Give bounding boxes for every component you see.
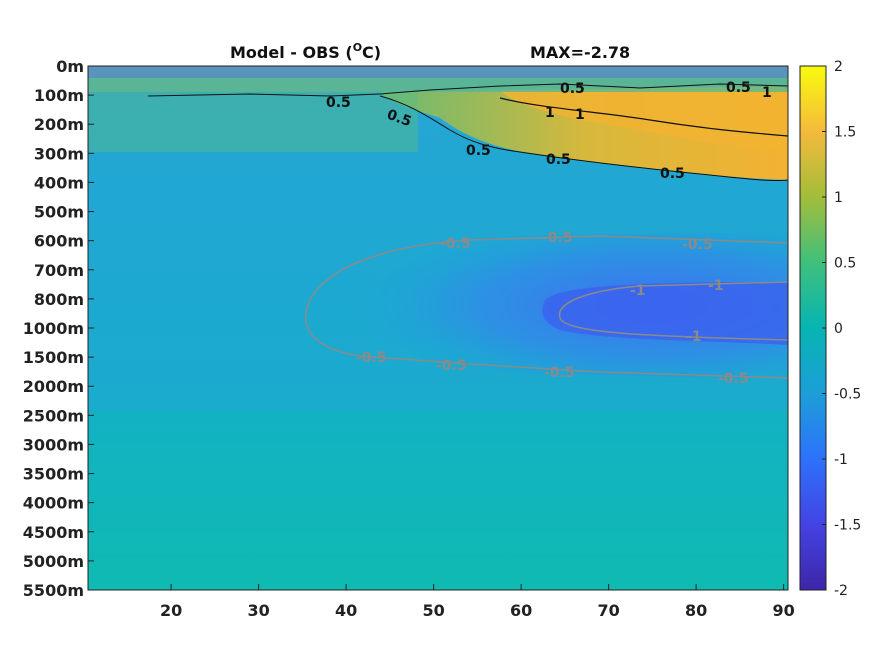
heatmap-upper-green: [88, 92, 418, 152]
x-tick-label: 60: [510, 601, 532, 620]
contour-label: 0.5: [726, 80, 751, 96]
colorbar-tick-label: 1.5: [834, 125, 856, 141]
chart-title-end: C): [362, 43, 381, 62]
colorbar-tick-label: 0: [834, 321, 843, 337]
colorbar-tick-label: -2: [834, 583, 848, 599]
contour-labels: 0.5 0.5 0.5 0.5 0.5 0.5 0.5 1 1 1 -0.5 -…: [326, 80, 772, 387]
contour-label: 0.5: [466, 143, 491, 159]
contour-label: 0.5: [326, 95, 351, 111]
y-tick-label: 4000m: [23, 494, 84, 513]
chart-title: Model - OBS (OC): [230, 41, 381, 62]
contour-label: -0.5: [544, 365, 575, 381]
colorbar-tick-label: -1: [834, 452, 848, 468]
y-tick-label: 2500m: [23, 406, 84, 425]
x-tick-label: 30: [247, 601, 269, 620]
colorbar-tick-label: 2: [834, 59, 843, 75]
x-tick-label: 80: [685, 601, 707, 620]
x-axis-ticks: 20 30 40 50 60 70 80 90: [160, 584, 795, 620]
colorbar-ticks: 2 1.5 1 0.5 0 -0.5 -1 -1.5 -2: [822, 59, 861, 599]
y-tick-label: 5500m: [23, 581, 84, 600]
y-tick-label: 3500m: [23, 465, 84, 484]
contour-label: 1: [545, 105, 555, 121]
chart-title-main: Model - OBS (: [230, 43, 353, 62]
x-tick-label: 40: [335, 601, 357, 620]
heatmap-top-stripe: [88, 66, 788, 78]
y-tick-label: 5000m: [23, 552, 84, 571]
y-axis-ticks: 0m 100m 200m 300m 400m 500m 600m 700m 800m 1000m 1…: [23, 57, 94, 600]
y-tick-label: 4500m: [23, 523, 84, 542]
contour-gray-neg0.5: [305, 235, 788, 379]
y-tick-label: 3000m: [23, 435, 84, 454]
colorbar-tick-label: -0.5: [834, 387, 861, 403]
y-tick-label: 1000m: [23, 319, 84, 338]
y-tick-label: 1500m: [23, 348, 84, 367]
contour-label: -1: [708, 278, 724, 294]
y-tick-label: 700m: [34, 261, 84, 280]
y-tick-label: 300m: [34, 144, 84, 163]
contour-label: -0.5: [436, 358, 467, 374]
x-tick-label: 90: [772, 601, 794, 620]
contour-label: -1: [686, 329, 702, 345]
colorbar-tick-label: 1: [834, 190, 843, 206]
contour-gray-neg1: [558, 281, 788, 341]
contour-label: -1: [630, 283, 646, 299]
chart-title-superscript: O: [353, 41, 362, 54]
y-tick-label: 500m: [34, 203, 84, 222]
contour-black-1: [499, 97, 788, 137]
contour-label: 0.5: [546, 152, 571, 168]
y-tick-label: 400m: [34, 173, 84, 192]
contour-black-0.5-deep: [379, 95, 788, 182]
contour-label: -0.5: [440, 236, 471, 252]
y-tick-label: 600m: [34, 232, 84, 251]
colorbar-tick-label: -1.5: [834, 518, 861, 534]
contour-label: -0.5: [718, 371, 749, 387]
contour-label: -0.5: [542, 230, 573, 246]
y-tick-label: 100m: [34, 86, 84, 105]
colorbar-tick-label: 0.5: [834, 256, 856, 272]
y-tick-label: 800m: [34, 290, 84, 309]
colorbar: [799, 65, 827, 591]
x-tick-label: 20: [160, 601, 182, 620]
max-annotation: MAX=-2.78: [530, 43, 630, 62]
contour-label: -0.5: [682, 237, 713, 253]
y-tick-label: 200m: [34, 115, 84, 134]
contours: [147, 83, 788, 379]
contour-label: 0.5: [660, 166, 685, 182]
contour-label: 1: [762, 85, 772, 101]
contour-label: -0.5: [356, 350, 387, 366]
x-tick-label: 70: [597, 601, 619, 620]
contour-label: 1: [575, 107, 585, 123]
contour-label: 0.5: [560, 81, 585, 97]
heatmap-core-cold: [542, 282, 788, 345]
x-tick-label: 50: [422, 601, 444, 620]
y-tick-label: 2000m: [23, 377, 84, 396]
y-tick-label: 0m: [56, 57, 84, 76]
contour-black-0.5-shallow: [147, 83, 788, 97]
contour-label: 0.5: [385, 107, 414, 131]
heatmap-field: [88, 66, 788, 590]
